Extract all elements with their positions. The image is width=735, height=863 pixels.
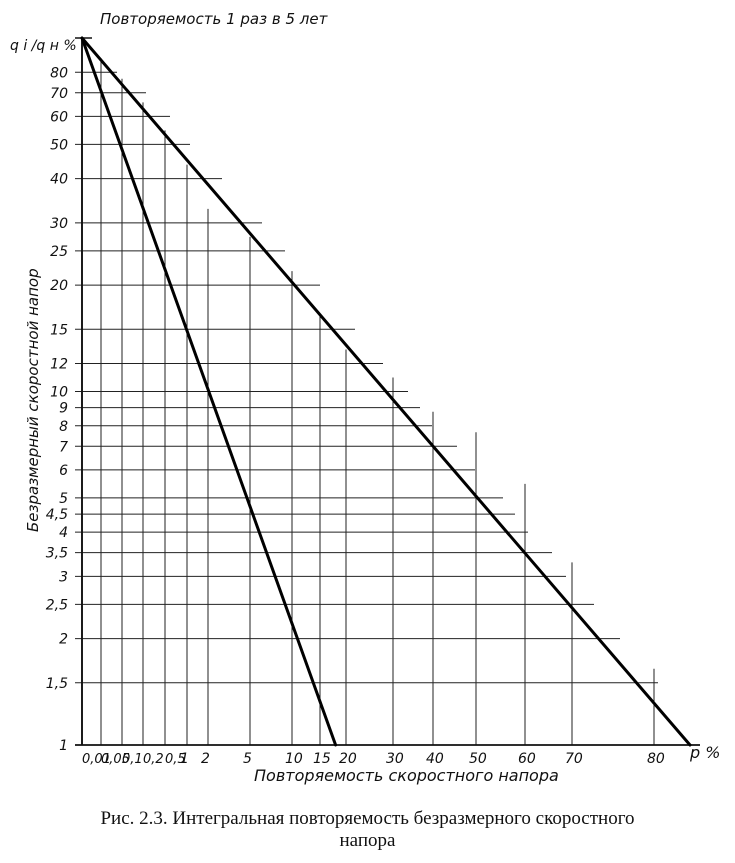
x-axis-label: Повторяемость скоростного напора xyxy=(254,766,559,785)
y-tick-label: 12 xyxy=(50,357,68,373)
x-tick-label: 5 xyxy=(243,751,252,767)
y-tick-label: 20 xyxy=(50,278,68,294)
x-tick-label: 10 xyxy=(285,751,303,767)
caption-line-2: напора xyxy=(339,830,396,851)
y-tick-label: 2,5 xyxy=(46,597,68,613)
x-tick-label: 30 xyxy=(386,751,404,767)
horizontal-grid xyxy=(75,71,658,684)
vertical-grid xyxy=(81,38,655,745)
top-label: Повторяемость 1 раз в 5 лет xyxy=(100,10,329,28)
y-top-label: q i /q н % xyxy=(10,38,77,54)
x-tick-label: 20 xyxy=(339,751,357,767)
x-tick-label: 2 xyxy=(201,751,210,767)
x-tick-label: 1 xyxy=(180,751,189,767)
y-tick-label: 5 xyxy=(59,491,68,507)
x-tick-label: 0,5 xyxy=(165,752,186,767)
x-tick-label: 0,05 xyxy=(101,752,130,767)
y-tick-label: 7 xyxy=(59,439,68,455)
x-tick-label: 0,01 xyxy=(82,752,111,767)
y-tick-label: 3,5 xyxy=(46,546,68,562)
x-tick-label: 15 xyxy=(313,751,331,767)
y-tick-label: 30 xyxy=(50,216,68,232)
x-tick-label: 80 xyxy=(647,751,665,767)
x-tick-labels: 0,010,050,1 0,2 0,51 2 5 10 15 20 30 40 50 60 70 80 xyxy=(82,751,665,767)
series-line-2 xyxy=(80,36,692,747)
y-tick-label: 8 xyxy=(59,419,68,435)
y-tick-label: 60 xyxy=(50,109,68,125)
x-tick-label: 70 xyxy=(565,751,583,767)
caption-line-1: Рис. 2.3. Интегральная повторяемость без… xyxy=(100,808,635,829)
y-tick-label: 1,5 xyxy=(46,676,68,692)
y-tick-label: 70 xyxy=(50,86,68,102)
y-tick-label: 4 xyxy=(59,525,68,541)
x-tick-label: 0,2 xyxy=(143,752,164,767)
series-line-1 xyxy=(80,36,338,747)
y-tick-label: 9 xyxy=(59,401,68,417)
y-tick-labels: 1 1,5 2 2,5 3 3,5 4 4,55 6 7 8 910 12 15 20 25 30 40 50 60 7… xyxy=(46,65,68,754)
x-unit-label: p % xyxy=(689,743,720,762)
y-tick-label: 6 xyxy=(59,463,68,479)
figure-caption: Рис. 2.3. Интегральная повторяемость без… xyxy=(0,808,735,852)
x-tick-label: 0,1 xyxy=(122,752,143,767)
y-tick-label: 15 xyxy=(50,322,68,338)
y-tick-label: 25 xyxy=(50,244,68,260)
x-tick-label: 50 xyxy=(469,751,487,767)
x-tick-label: 60 xyxy=(518,751,536,767)
y-axis-label: Безразмерный скоростной напор xyxy=(24,268,42,532)
y-tick-label: 80 xyxy=(50,65,68,81)
y-tick-label: 40 xyxy=(50,172,68,188)
y-tick-label: 4,5 xyxy=(46,507,68,523)
x-tick-label: 40 xyxy=(426,751,444,767)
y-tick-label: 10 xyxy=(50,385,68,401)
series-group xyxy=(80,36,692,747)
y-tick-label: 1 xyxy=(59,738,68,754)
y-tick-label: 3 xyxy=(59,569,68,585)
y-tick-label: 50 xyxy=(50,137,68,153)
y-tick-label: 2 xyxy=(59,632,68,648)
